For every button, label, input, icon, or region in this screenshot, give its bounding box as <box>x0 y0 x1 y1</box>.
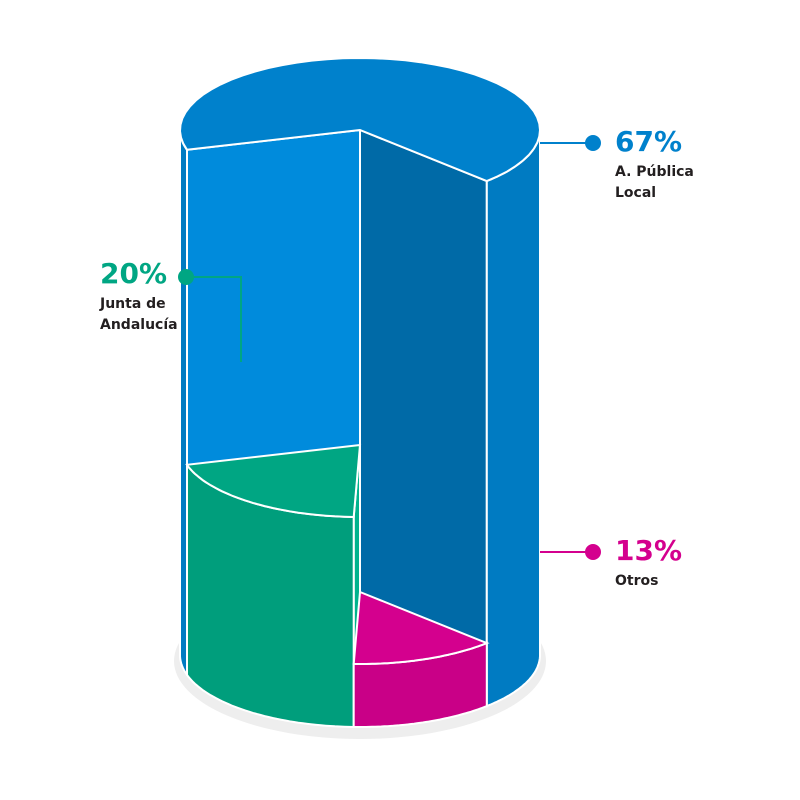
leader-line <box>186 276 242 362</box>
category-label: Otros <box>615 573 659 589</box>
slice-side <box>485 130 541 708</box>
slice-label: 67% A. Pública Local <box>615 126 710 204</box>
slice-label: 13% Otros <box>615 535 710 592</box>
slice-top <box>352 590 490 665</box>
leader-dot <box>585 544 601 560</box>
slice-side <box>179 130 188 678</box>
slice <box>352 590 490 728</box>
slice <box>185 443 362 729</box>
value-label: 20% <box>100 257 168 290</box>
category-label: Junta de Andalucía <box>100 296 178 333</box>
leader-dot <box>585 135 601 151</box>
category-label: A. Pública Local <box>615 164 694 201</box>
slice <box>178 56 542 708</box>
leader-dot <box>178 269 194 285</box>
slice-top <box>178 56 542 183</box>
value-label: 67% <box>615 125 683 158</box>
value-label: 13% <box>615 534 683 567</box>
slice-top <box>185 443 362 519</box>
slice-label: 20% Junta de Andalucía <box>100 258 195 336</box>
